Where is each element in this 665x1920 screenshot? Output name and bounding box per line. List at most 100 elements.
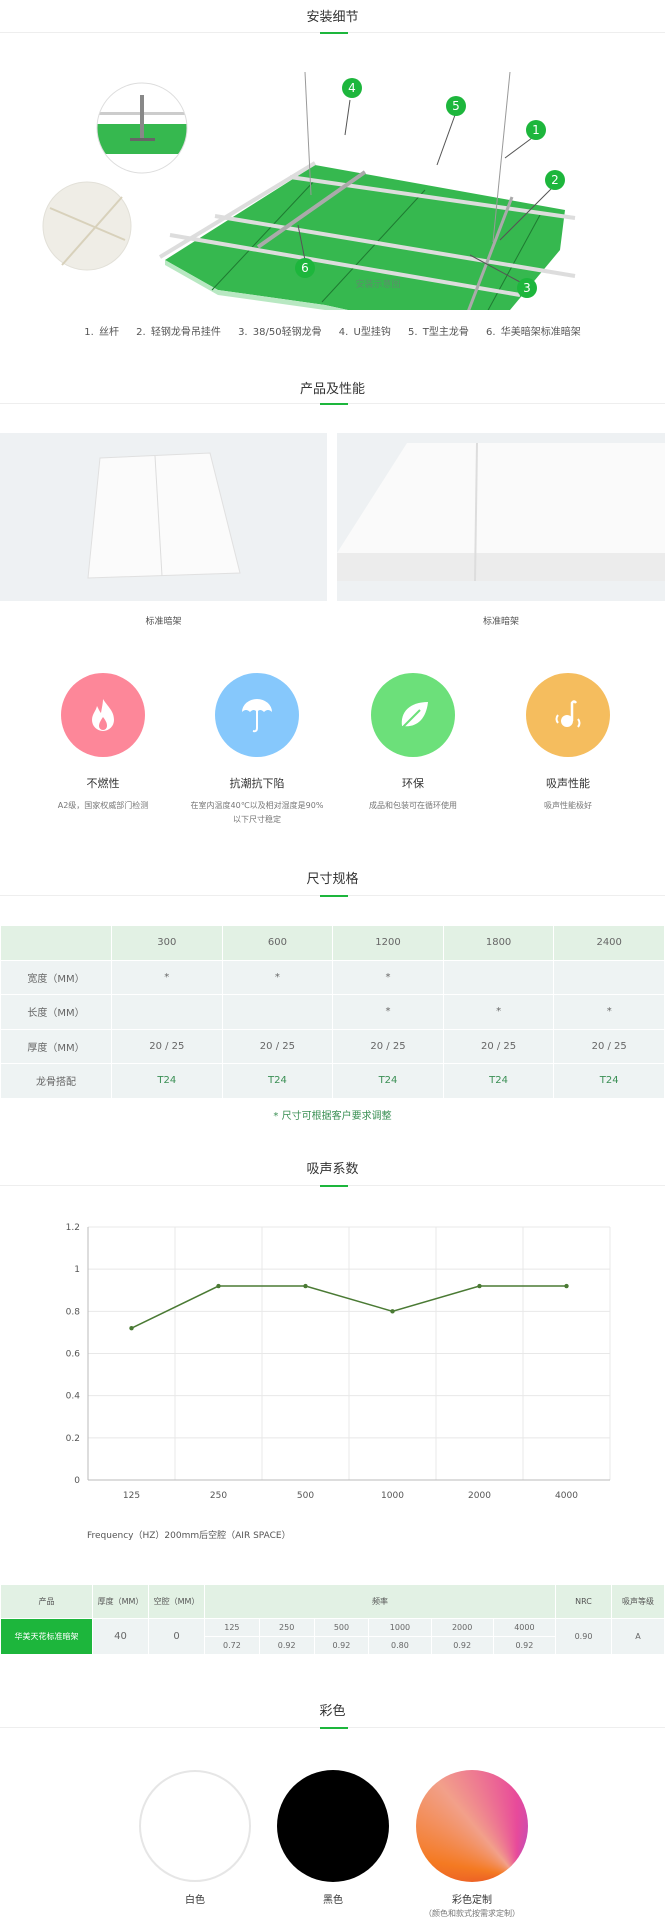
absorption-chart: 0 0.2 0.4 0.6 0.8 1 1.2 125 250 500 1000 2000 4000 xyxy=(66,1223,611,1501)
feature-eco: 环保 成品和包装可在循环使用 xyxy=(338,673,488,813)
x-tick-label: 125 xyxy=(123,1491,140,1501)
svg-text:6: 6 xyxy=(301,261,309,275)
product-image-1 xyxy=(0,433,327,601)
cell: 20 / 25 xyxy=(442,1028,555,1064)
table-row: 厚度（MM） 20 / 25 20 / 25 20 / 25 20 / 25 20 / 2… xyxy=(0,1028,665,1064)
freq-cell: 500 xyxy=(313,1618,370,1637)
color-label: 彩色定制 xyxy=(452,1895,492,1906)
cell: * xyxy=(553,994,665,1030)
x-tick-label: 250 xyxy=(210,1491,227,1501)
table-header-row: 产品 厚度（MM） 空腔（MM） 频率 NRC 吸声等级 xyxy=(0,1584,665,1619)
header-thickness: 厚度（MM） xyxy=(92,1584,149,1619)
callout-1: 1 xyxy=(504,120,546,159)
diagram-caption: 安装示意图 xyxy=(355,278,400,290)
feature-title: 不燃性 xyxy=(86,777,120,790)
series-line xyxy=(131,1285,567,1329)
fire-icon xyxy=(61,673,145,757)
product-name: 华美天花标准暗架 xyxy=(0,1618,93,1655)
table-header-row: 300 600 1200 1800 2400 xyxy=(0,925,665,961)
swatch-black xyxy=(277,1770,389,1882)
cell: T24 xyxy=(111,1063,223,1099)
cell xyxy=(111,994,223,1030)
section-title-install: 安装细节 xyxy=(306,10,359,25)
feature-acoustic: 吸声性能 吸声性能极好 xyxy=(493,673,643,813)
color-label: 黑色 xyxy=(323,1895,343,1906)
title-accent xyxy=(320,1185,348,1187)
coef-cell: 0.92 xyxy=(430,1636,494,1655)
callout-6: 6 xyxy=(295,224,315,278)
coef-cell: 0.92 xyxy=(313,1636,370,1655)
color-sublabel: （颜色和款式按需求定制） xyxy=(424,1909,520,1918)
cell xyxy=(442,959,555,995)
product-caption: 标准暗架 xyxy=(145,617,182,627)
y-tick-label: 1 xyxy=(74,1265,80,1275)
callout-5: 5 xyxy=(436,96,466,166)
legend-item: 1. 丝杆 xyxy=(84,327,119,338)
table-row: 龙骨搭配 T24 T24 T24 T24 T24 xyxy=(0,1063,665,1099)
y-tick-label: 0 xyxy=(74,1476,80,1486)
title-accent xyxy=(320,32,348,34)
svg-text:5: 5 xyxy=(452,99,460,113)
y-tick-label: 0.4 xyxy=(66,1392,81,1402)
header-nrc: NRC xyxy=(555,1584,612,1619)
freq-cell: 250 xyxy=(258,1618,315,1637)
chart-xlabel: Frequency（HZ）200mm后空腔（AIR SPACE） xyxy=(87,1531,291,1541)
cell: * xyxy=(111,959,223,995)
table-row: 长度（MM） * * * xyxy=(0,994,665,1030)
size-spec-table: 300 600 1200 1800 2400 宽度（MM） * * * 长度（MM） *… xyxy=(0,925,665,1099)
cell: * xyxy=(332,959,444,995)
cell: 20 / 25 xyxy=(221,1028,334,1064)
cell: * xyxy=(332,994,444,1030)
x-tick-label: 4000 xyxy=(555,1491,578,1501)
header-cell: 1200 xyxy=(332,925,444,961)
callout-3: 3 xyxy=(469,254,537,298)
header-cell: 300 xyxy=(111,925,223,961)
feature-nonflammable: 不燃性 A2级，国家权威部门检测 xyxy=(28,673,178,813)
freq-cell: 1000 xyxy=(368,1618,432,1637)
swatch-custom-color-fan xyxy=(416,1770,528,1882)
feature-desc: 在室内温度40℃以及相对湿度是90%以下尺寸稳定 xyxy=(190,801,324,824)
title-accent xyxy=(320,895,348,897)
freq-cell: 2000 xyxy=(430,1618,494,1637)
coef-cell: 0.92 xyxy=(492,1636,557,1655)
data-point xyxy=(216,1283,221,1289)
data-point xyxy=(564,1283,569,1289)
cell xyxy=(221,994,334,1030)
header-product: 产品 xyxy=(0,1584,93,1619)
color-label: 白色 xyxy=(185,1895,205,1906)
data-point xyxy=(129,1326,134,1331)
y-tick-label: 0.6 xyxy=(66,1350,81,1360)
header-grade: 吸声等级 xyxy=(611,1584,665,1619)
section-title-product: 产品及性能 xyxy=(299,382,365,397)
umbrella-icon xyxy=(215,673,299,757)
legend-item: 2. 轻钢龙骨吊挂件 xyxy=(136,327,221,338)
size-note: * 尺寸可根据客户要求调整 xyxy=(273,1111,392,1122)
legend-item: 6. 华美暗架标准暗架 xyxy=(486,327,581,338)
row-label: 厚度（MM） xyxy=(0,1028,112,1064)
install-legend: 1. 丝杆 2. 轻钢龙骨吊挂件 3. 38/50轻钢龙骨 4. U型挂钩 5.… xyxy=(0,323,665,338)
cell: T24 xyxy=(221,1063,334,1099)
svg-text:3: 3 xyxy=(523,281,531,295)
row-label: 长度（MM） xyxy=(0,994,112,1030)
cell: * xyxy=(442,994,555,1030)
cell: T24 xyxy=(442,1063,555,1099)
section-title-color: 彩色 xyxy=(319,1704,346,1719)
product-image-2 xyxy=(337,433,665,601)
title-accent xyxy=(320,1727,348,1729)
feature-moisture: 抗潮抗下陷 在室内温度40℃以及相对湿度是90%以下尺寸稳定 xyxy=(182,673,332,827)
detail-surface-image xyxy=(42,181,132,271)
data-point xyxy=(303,1283,308,1289)
legend-item: 4. U型挂钩 xyxy=(338,327,391,338)
freq-cell: 4000 xyxy=(492,1618,557,1637)
cell: T24 xyxy=(553,1063,665,1099)
svg-text:1: 1 xyxy=(532,123,540,137)
cell: 20 / 25 xyxy=(553,1028,665,1064)
feature-title: 环保 xyxy=(402,777,424,790)
detail-cross-section-image xyxy=(96,82,188,174)
header-cell: 2400 xyxy=(553,925,665,961)
table-row: 华美天花标准暗架 40 0 125 250 500 1000 2000 4000… xyxy=(0,1618,665,1655)
row-label: 龙骨搭配 xyxy=(0,1063,112,1099)
section-title-size: 尺寸规格 xyxy=(306,872,359,887)
grade-value: A xyxy=(611,1618,665,1655)
leaf-icon xyxy=(371,673,455,757)
